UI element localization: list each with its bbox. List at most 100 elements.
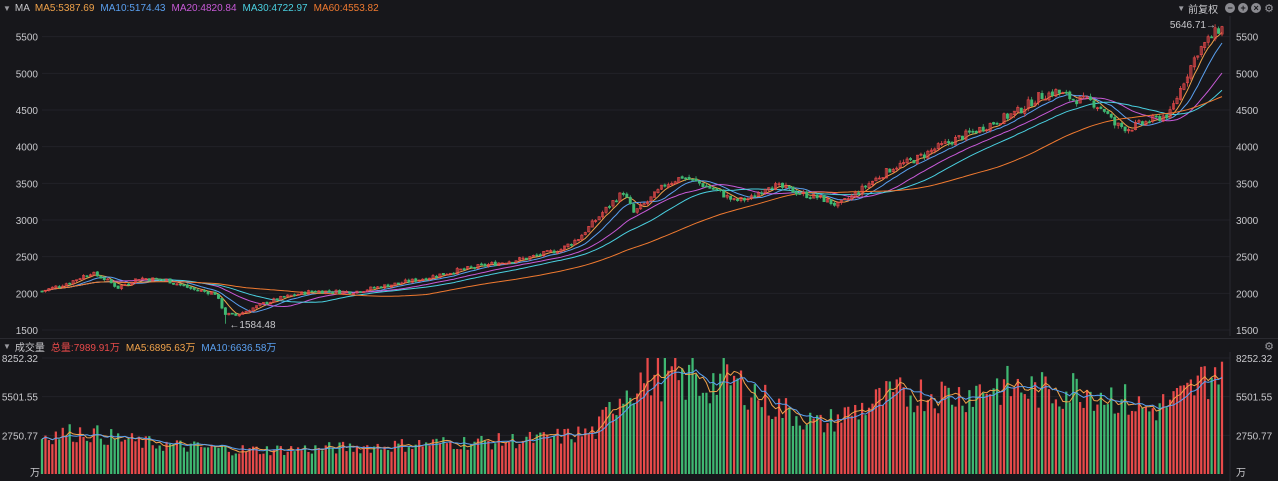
zoom-out-icon[interactable]: − — [1225, 3, 1236, 13]
volume-bar — [469, 444, 473, 474]
candle-body — [210, 291, 214, 295]
candle-body — [826, 198, 829, 203]
volume-bar — [546, 434, 549, 474]
volume-bar — [743, 405, 746, 474]
candle-body — [549, 250, 553, 252]
volume-bar — [231, 455, 234, 474]
volume-bar — [739, 370, 743, 474]
settings-gear-icon[interactable]: ⚙ — [1264, 2, 1274, 15]
collapse-triangle-icon[interactable]: ▼ — [3, 3, 11, 13]
volume-bar — [812, 418, 815, 474]
volume-bar — [598, 416, 601, 474]
volume-bar — [300, 450, 303, 474]
candle-body — [1023, 108, 1027, 114]
volume-bar — [96, 425, 99, 474]
candle-body — [718, 189, 722, 191]
candle-body — [85, 275, 89, 278]
candle-body — [320, 290, 324, 294]
candle-body — [462, 268, 466, 271]
volume-settings-gear-icon[interactable]: ⚙ — [1264, 340, 1274, 353]
adjust-mode-select[interactable]: 前复权 — [1188, 4, 1219, 16]
zoom-in-icon[interactable]: + — [1238, 3, 1249, 13]
price-tick-label-right: 5000 — [1236, 69, 1259, 80]
price-tick-label-right: 1500 — [1236, 326, 1259, 337]
candle-body — [376, 286, 380, 289]
volume-bar — [992, 388, 995, 474]
candle-body — [1151, 115, 1155, 122]
volume-bar — [1023, 394, 1026, 474]
volume-bar — [836, 414, 840, 474]
volume-bar — [390, 451, 393, 474]
candle-body — [414, 278, 418, 282]
candle-body — [524, 257, 528, 260]
candle-body — [922, 154, 926, 158]
candle-body — [310, 290, 314, 293]
volume-bar — [677, 380, 680, 474]
volume-bar — [1144, 407, 1147, 474]
volume-bar — [1034, 382, 1037, 474]
volume-bar — [642, 383, 646, 474]
volume-bar — [881, 405, 885, 474]
volume-collapse-triangle-icon[interactable]: ▼ — [3, 341, 11, 351]
candle-body — [673, 181, 677, 185]
candle-body — [369, 286, 373, 291]
volume-bar — [795, 416, 798, 474]
volume-bar — [248, 448, 251, 474]
volume-bar — [829, 409, 833, 474]
volume-bar — [1030, 376, 1033, 474]
volume-bar — [1217, 384, 1220, 474]
close-icon[interactable]: × — [1251, 3, 1262, 13]
candle-body — [732, 198, 736, 200]
volume-bar — [629, 397, 632, 474]
candle-body — [1095, 107, 1099, 110]
volume-bar — [200, 446, 203, 474]
candle-body — [133, 278, 137, 284]
volume-indicator-name[interactable]: 成交量 — [14, 342, 45, 354]
candle-body — [345, 291, 348, 293]
volume-bar — [1220, 361, 1224, 474]
indicator-name[interactable]: MA — [14, 2, 30, 14]
candle-body — [787, 185, 791, 188]
volume-bar — [321, 450, 324, 474]
price-tick-label-right: 2000 — [1236, 289, 1259, 300]
volume-bar — [459, 449, 462, 474]
candle-body — [1134, 122, 1137, 130]
candle-body — [206, 291, 210, 295]
candle-body — [99, 275, 103, 279]
volume-bar — [238, 453, 241, 474]
candle-body — [424, 278, 428, 281]
volume-bar — [864, 415, 867, 474]
candle-body — [812, 193, 816, 199]
volume-bar — [1051, 403, 1054, 474]
candle-body — [694, 178, 698, 182]
candle-body — [490, 262, 494, 265]
candle-body — [351, 293, 355, 295]
volume-bar — [359, 453, 362, 474]
candle-body — [614, 200, 618, 203]
volume-bar — [871, 403, 874, 474]
volume-bar — [1196, 375, 1199, 474]
candle-body — [871, 180, 874, 185]
candle-body — [954, 137, 958, 146]
candle-body — [819, 195, 823, 198]
volume-bar — [428, 445, 431, 474]
candle-body — [306, 290, 310, 295]
volume-bar — [1054, 399, 1058, 474]
candle-body — [469, 266, 473, 269]
adjust-dropdown-chevron-icon[interactable]: ▼ — [1177, 3, 1186, 13]
volume-bar — [919, 379, 923, 474]
candle-body — [1009, 113, 1013, 119]
candle-body — [244, 310, 248, 314]
candle-body — [127, 283, 130, 286]
volume-bar — [854, 404, 857, 474]
candle-body — [189, 286, 193, 289]
volume-bar — [148, 436, 151, 474]
volume-bar — [141, 447, 144, 474]
candle-body — [1210, 36, 1214, 39]
volume-bar — [158, 445, 161, 474]
candle-body — [479, 263, 483, 266]
candle-body — [943, 141, 947, 144]
volume-bar — [961, 405, 964, 474]
candle-body — [891, 169, 895, 172]
